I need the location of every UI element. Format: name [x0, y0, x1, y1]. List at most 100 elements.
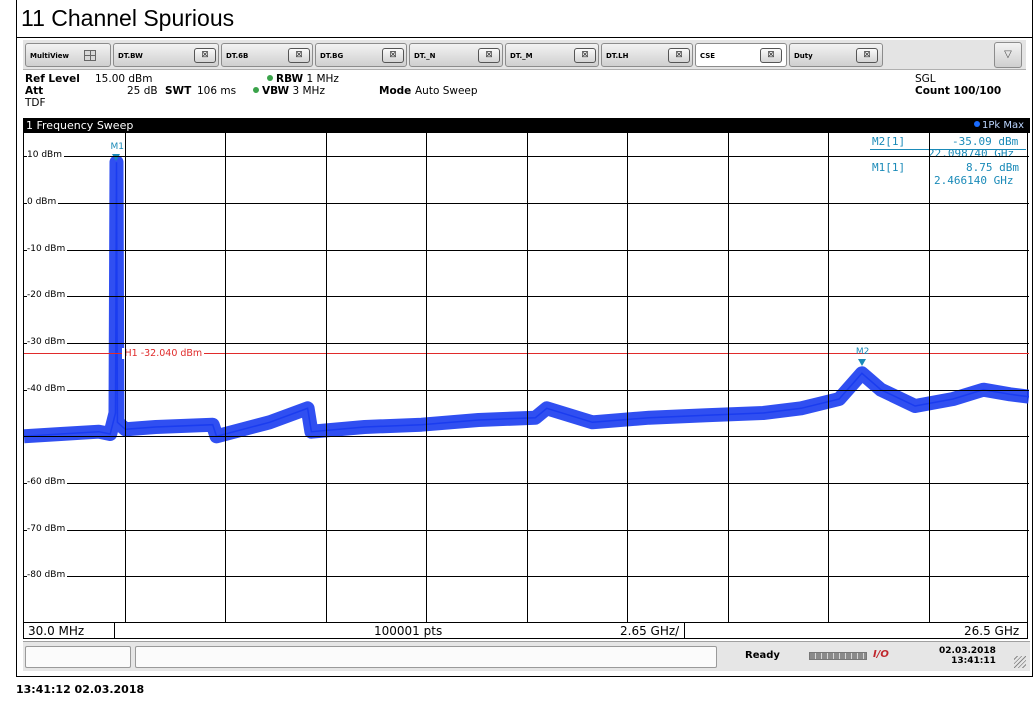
sweep-count: Count 100/100: [915, 85, 1001, 97]
gridline-horizontal: [24, 530, 1029, 531]
close-x-icon[interactable]: ⊠: [574, 48, 596, 63]
mode-value: Auto Sweep: [415, 85, 478, 97]
gridline-horizontal: [24, 156, 1029, 157]
ref-level-value: 15.00 dBm: [95, 73, 153, 85]
count-value: 100/100: [953, 85, 1002, 97]
marker-m2-level: -35.09 dBm: [952, 135, 1019, 148]
swt-label: SWT: [165, 85, 192, 97]
vbw-indicator-icon: [253, 87, 259, 93]
tab-dt-lh[interactable]: DT.LH ⊠: [601, 43, 693, 67]
status-datetime: 02.03.2018 13:41:11: [939, 646, 996, 666]
document-title: 11 Channel Spurious: [16, 0, 1033, 38]
tab-label: DT._N: [414, 52, 436, 60]
gridline-vertical: [828, 133, 829, 623]
marker-divider: [870, 149, 1026, 150]
axis-divider: [114, 623, 115, 639]
grid-layout-icon: [84, 50, 96, 61]
mode-label: Mode: [379, 85, 412, 97]
frequency-sweep-window-title[interactable]: 1 Frequency Sweep 1Pk Max: [23, 118, 1030, 133]
tab-dt-n[interactable]: DT._N ⊠: [409, 43, 503, 67]
tab-label: DT.6B: [226, 52, 249, 60]
marker-m2-row: M2[1]: [872, 135, 905, 148]
y-tick-label: -30 dBm: [27, 337, 68, 347]
sweep-points: 100001 pts: [374, 624, 443, 638]
rbw-value: 1 MHz: [306, 73, 339, 85]
frequency-span-per-division: 2.65 GHz/: [620, 624, 680, 638]
chevron-down-icon[interactable]: ▽: [994, 42, 1022, 68]
y-tick-label: -70 dBm: [27, 524, 68, 534]
tab-cse[interactable]: CSE ⊠: [695, 43, 787, 67]
trace-info: 1Pk Max: [973, 118, 1024, 133]
status-date: 02.03.2018: [939, 646, 996, 656]
vbw-setting: VBW 3 MHz: [253, 85, 325, 97]
status-message-box[interactable]: [25, 646, 131, 668]
tab-duty[interactable]: Duty ⊠: [789, 43, 883, 67]
marker-m1-level: 8.75 dBm: [966, 161, 1019, 174]
close-x-icon[interactable]: ⊠: [382, 48, 404, 63]
analyzer-screen: MultiView DT.BW ⊠ DT.6B ⊠ DT.BG ⊠ DT._N …: [16, 38, 1033, 677]
start-frequency: 30.0 MHz: [28, 624, 85, 638]
y-tick-label: -10 dBm: [27, 244, 68, 254]
tab-label: DT.LH: [606, 52, 629, 60]
marker-m1-frequency: 2.466140 GHz: [934, 174, 1014, 187]
marker-m1-label: M1: [110, 142, 124, 153]
gridline-vertical: [728, 133, 729, 623]
io-indicator: I/O: [873, 649, 889, 660]
y-tick-label: 10 dBm: [27, 150, 64, 160]
gridline-horizontal: [24, 250, 1029, 251]
marker-m2-name: M2[1]: [872, 135, 906, 148]
tab-dt-6b[interactable]: DT.6B ⊠: [221, 43, 313, 67]
tab-multiview[interactable]: MultiView: [25, 43, 111, 67]
limit-line-h1: [24, 353, 1029, 354]
trace-label: 1Pk Max: [981, 120, 1024, 131]
gridline-horizontal: [24, 203, 1029, 204]
spectrum-trace-line: [24, 162, 1029, 438]
count-label: Count: [915, 85, 950, 97]
gridline-horizontal: [24, 436, 1029, 437]
window-title: 1 Frequency Sweep: [26, 119, 134, 132]
tab-label: DT.BW: [118, 52, 143, 60]
gridline-horizontal: [24, 576, 1029, 577]
gridline-vertical: [929, 133, 930, 623]
y-tick-label: -60 dBm: [27, 477, 68, 487]
y-tick-label: 0 dBm: [27, 197, 59, 207]
status-info-box[interactable]: [135, 646, 717, 668]
tdf-label: TDF: [25, 97, 46, 109]
measurement-tab-bar: MultiView DT.BW ⊠ DT.6B ⊠ DT.BG ⊠ DT._N …: [23, 40, 1026, 70]
frequency-axis-footer: 30.0 MHz 100001 pts 2.65 GHz/ 26.5 GHz: [23, 623, 1028, 639]
close-x-icon[interactable]: ⊠: [760, 48, 782, 63]
gridline-horizontal: [24, 483, 1029, 484]
tab-label: CSE: [700, 52, 716, 60]
marker-m2-label: M2: [855, 346, 870, 357]
gridline-horizontal: [24, 343, 1029, 344]
tab-label: DT._M: [510, 52, 533, 60]
vbw-label: VBW: [262, 85, 290, 97]
close-x-icon[interactable]: ⊠: [856, 48, 878, 63]
gridline-vertical: [326, 133, 327, 623]
marker-m2-icon[interactable]: [857, 358, 866, 366]
marker-m2-frequency: 22.098740 GHz: [928, 147, 1015, 160]
tab-label: MultiView: [30, 52, 70, 60]
close-x-icon[interactable]: ⊠: [668, 48, 690, 63]
tab-label: DT.BG: [320, 52, 344, 60]
rbw-setting: RBW 1 MHz: [267, 73, 339, 85]
close-x-icon[interactable]: ⊠: [194, 48, 216, 63]
tab-dt-m[interactable]: DT._M ⊠: [505, 43, 599, 67]
y-tick-label: -40 dBm: [27, 384, 68, 394]
spectrum-trace-svg: [24, 155, 1029, 444]
ref-level-label: Ref Level: [25, 73, 80, 85]
close-x-icon[interactable]: ⊠: [288, 48, 310, 63]
gridline-vertical: [627, 133, 628, 623]
rbw-label: RBW: [276, 73, 304, 85]
gridline-vertical: [426, 133, 427, 623]
swt-value: 106 ms: [197, 85, 237, 97]
close-x-icon[interactable]: ⊠: [478, 48, 500, 63]
resize-grip-icon[interactable]: [1014, 656, 1026, 668]
spectrum-plot[interactable]: H1 -32.040 dBm M1 M2 M2[1] -35.09 dBm 22…: [23, 133, 1029, 623]
status-time: 13:41:11: [951, 656, 996, 666]
gridline-horizontal: [24, 390, 1029, 391]
marker-m1-icon[interactable]: [112, 154, 121, 162]
gridline-vertical: [527, 133, 528, 623]
tab-dt-bg[interactable]: DT.BG ⊠: [315, 43, 407, 67]
tab-dt-bw[interactable]: DT.BW ⊠: [113, 43, 219, 67]
